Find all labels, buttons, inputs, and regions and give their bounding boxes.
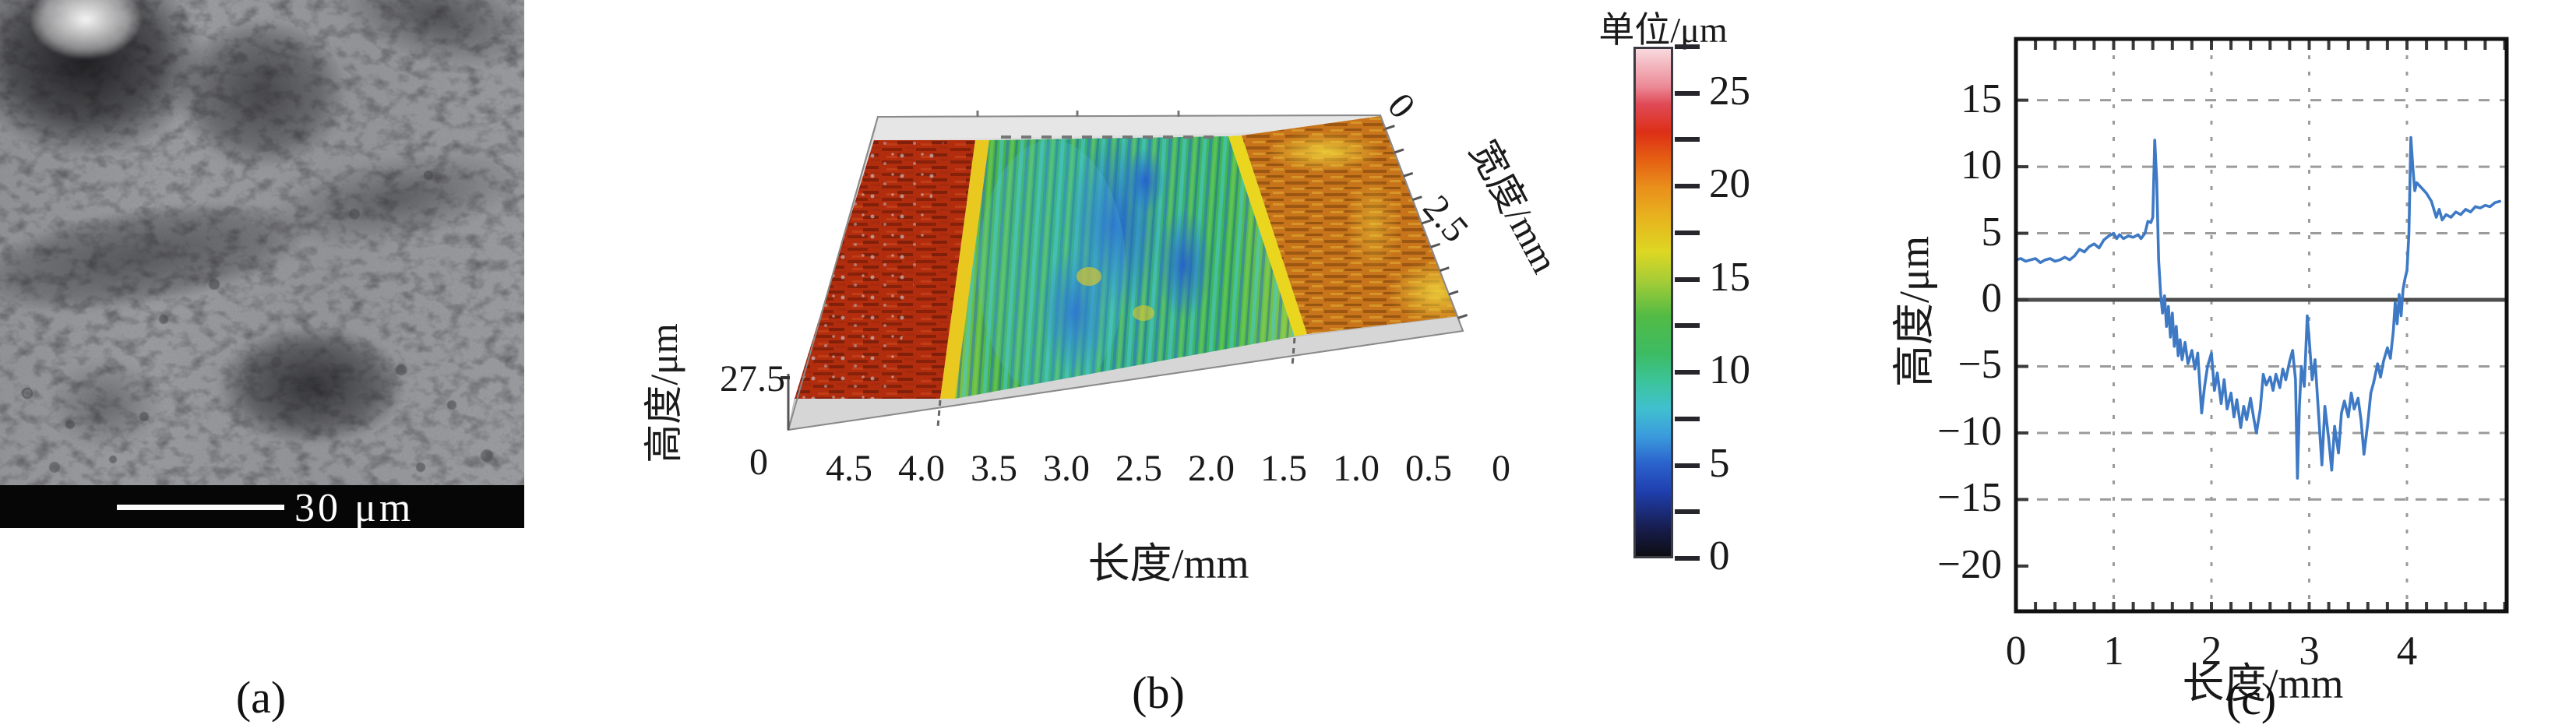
b-length-tick-label: 1.5 [1260, 448, 1307, 489]
micrograph-dark-cluster [47, 358, 164, 452]
b-height-axis-label: 高度/μm [642, 323, 685, 463]
colorbar-tick [1675, 137, 1700, 143]
b-length-tick-label: 2.5 [1115, 448, 1162, 489]
scale-bar-line [117, 505, 284, 510]
c-y-tick-label: 15 [1961, 76, 2002, 121]
panel-c-caption: (c) [2225, 674, 2277, 724]
colorbar-tick [1675, 230, 1700, 235]
colorbar-tick-label: 5 [1709, 440, 1730, 486]
c-y-tick-label: 5 [1981, 209, 2003, 255]
micrograph-dark-cluster [175, 19, 347, 167]
c-x-axis-label: 长度/mm [2182, 660, 2344, 707]
colorbar-tick [1675, 184, 1700, 189]
b-length-tick-label: 4.5 [826, 448, 872, 489]
profile-chart [2014, 37, 2509, 614]
b-length-tick-label: 4.0 [898, 448, 945, 489]
colorbar-tick [1675, 323, 1700, 329]
colorbar-tick [1675, 463, 1700, 468]
sem-micrograph-panel: 30 μm [0, 0, 524, 530]
b-height-tick-label: 0 [749, 442, 768, 483]
c-x-tick-label: 0 [2005, 628, 2027, 674]
scale-bar-label: 30 μm [294, 486, 414, 530]
c-y-tick-label: 0 [1981, 276, 2003, 322]
b-width-axis-label: 宽度/mm [1461, 133, 1566, 280]
colorbar-title: 单位/μm [1598, 10, 1728, 50]
colorbar-tick-label: 25 [1709, 68, 1750, 114]
c-y-tick-label: −15 [1937, 475, 2002, 521]
c-y-tick-label: −10 [1937, 408, 2002, 454]
colorbar-gradient [1633, 47, 1673, 558]
b-length-tick-label: 3.0 [1043, 448, 1090, 489]
colorbar-tick [1675, 556, 1700, 561]
b-length-axis-label: 长度/mm [1087, 540, 1249, 587]
panel-b-caption: (b) [1132, 667, 1185, 718]
colorbar-tick-label: 15 [1709, 254, 1750, 300]
b-length-tick-label: 3.5 [971, 448, 1017, 489]
colorbar-tick [1675, 44, 1700, 49]
surface-3d-plot [779, 109, 1472, 436]
c-y-tick-label: −20 [1937, 541, 2002, 587]
b-height-tick-label: 27.5 [720, 358, 785, 399]
c-x-tick-label: 3 [2299, 628, 2320, 674]
b-length-tick-label: 1.0 [1333, 448, 1380, 489]
panel-a-caption: (a) [235, 672, 287, 723]
colorbar-tick-label: 0 [1709, 533, 1730, 579]
colorbar-tick [1675, 90, 1700, 96]
b-length-tick-label: 2.0 [1188, 448, 1235, 489]
micrograph-pores [23, 389, 31, 397]
c-y-tick-label: 10 [1961, 143, 2002, 188]
b-length-tick-label: 0.5 [1405, 448, 1452, 489]
c-x-tick-label: 1 [2103, 628, 2124, 674]
c-y-tick-label: −5 [1958, 342, 2002, 388]
sem-micrograph-image [0, 0, 524, 485]
c-x-tick-label: 4 [2396, 628, 2418, 674]
surface-3d-canvas [781, 111, 1468, 431]
micrograph-dark-cluster [218, 327, 405, 444]
colorbar-tick [1675, 276, 1700, 282]
b-length-tick-label: 0 [1492, 448, 1510, 489]
scale-bar-band: 30 μm [0, 485, 524, 530]
colorbar-tick-label: 20 [1709, 161, 1750, 207]
colorbar-tick [1675, 416, 1700, 421]
colorbar-tick [1675, 509, 1700, 515]
c-x-tick-label: 2 [2201, 628, 2222, 674]
colorbar-tick-label: 10 [1709, 347, 1750, 393]
colorbar-tick [1675, 370, 1700, 375]
